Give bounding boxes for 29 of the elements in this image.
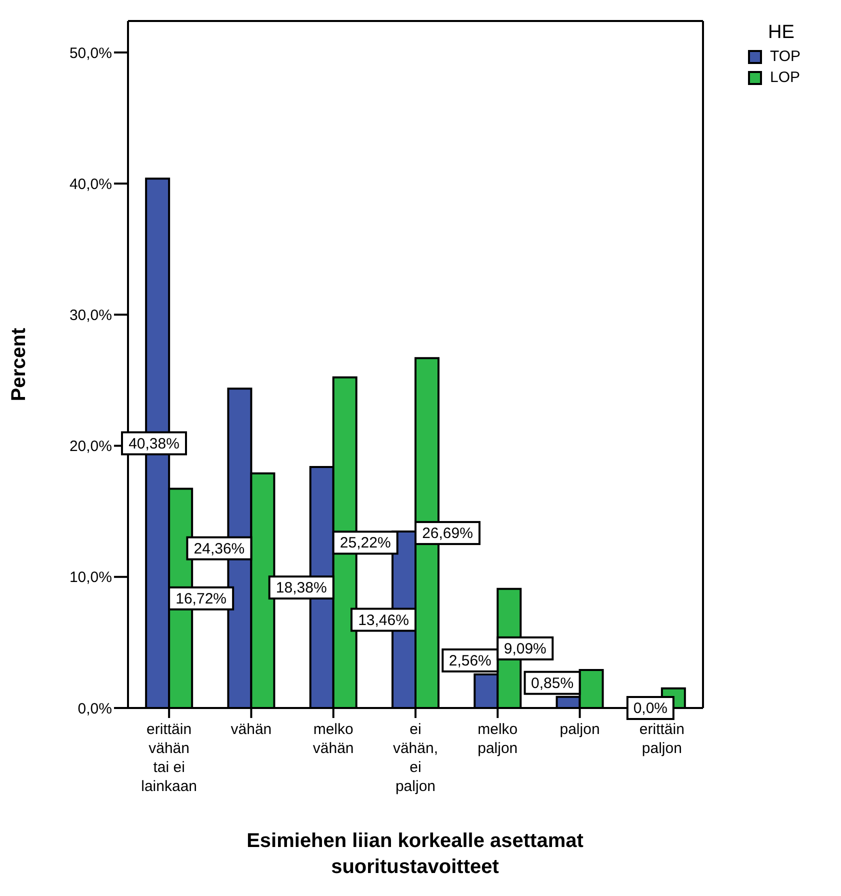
data-label: 26,69% [422,525,473,542]
x-tick-label: paljon [560,721,600,738]
y-axis-title: Percent [8,327,30,402]
data-label: 13,46% [358,612,409,629]
y-tick-label: 0,0% [78,700,112,718]
y-tick-label: 20,0% [69,438,112,456]
data-label: 40,38% [128,435,180,452]
x-tick-label: melko vähän [312,721,354,757]
x-tick-label: erittäin paljon [639,721,684,757]
data-label: 2,56% [448,652,492,670]
x-tick-label: melko paljon [478,721,518,757]
y-tick-label: 30,0% [69,307,112,324]
data-label: 18,38% [276,580,327,597]
legend-label: LOP [770,69,800,86]
data-label: 16,72% [176,590,227,608]
y-tick-label: 50,0% [69,44,112,62]
data-label: 24,36% [194,540,245,558]
legend-label: TOP [770,48,801,65]
y-tick-label: 10,0% [69,569,112,586]
data-label: 9,09% [504,640,546,658]
x-tick-label: ei vähän, ei paljon [392,721,438,795]
data-label: 0,0% [633,700,668,717]
x-tick-label: vähän [230,721,272,738]
legend-title: HE [767,22,796,44]
x-axis-title: Esimiehen liian korkealle asettamat suoritustavoitteet [246,829,584,880]
x-tick-label: erittäin vähän tai ei lainkaan [141,721,198,795]
data-label: 25,22% [340,534,391,552]
y-tick-label: 40,0% [69,176,112,193]
data-label: 0,85% [531,674,574,692]
